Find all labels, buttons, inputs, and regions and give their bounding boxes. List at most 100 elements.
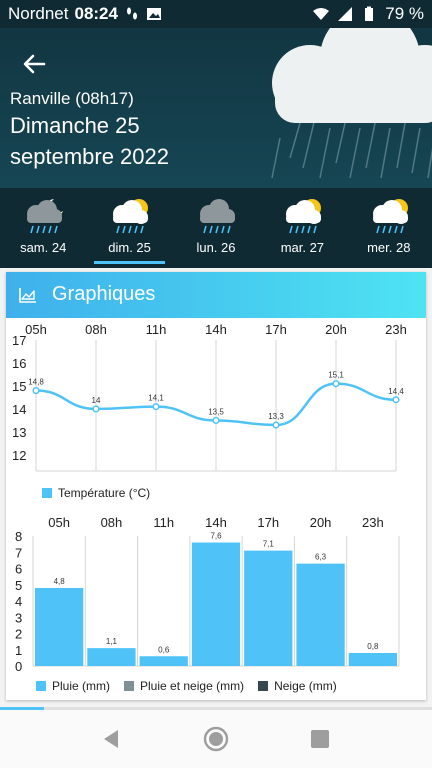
charts-card: Graphiques 05h 08h 11h 14h 17h 20h 23h 12 13 14 15… bbox=[6, 272, 426, 700]
legend-swatch-snow bbox=[258, 681, 269, 691]
rain-bar bbox=[35, 588, 84, 666]
rain-y-tick: 2 bbox=[15, 627, 22, 642]
temperature-point bbox=[332, 380, 340, 388]
rain-data-label: 7,6 bbox=[210, 532, 222, 541]
rain-y-tick: 7 bbox=[15, 545, 22, 560]
day-label: sam. 24 bbox=[20, 240, 67, 255]
rain-x-tick: 05h bbox=[48, 515, 70, 530]
rain-cloud-illustration bbox=[271, 28, 432, 179]
nav-recents-icon[interactable] bbox=[306, 725, 334, 753]
day-selector: sam. 24 dim. 25 lun. 26 mar. 27 bbox=[0, 188, 432, 268]
battery-icon bbox=[365, 6, 374, 21]
rain-y-tick: 5 bbox=[15, 578, 22, 593]
rain-y-tick: 3 bbox=[15, 610, 22, 625]
temperature-point bbox=[32, 387, 40, 395]
page-progress bbox=[0, 707, 432, 710]
nav-back-icon[interactable] bbox=[98, 725, 126, 753]
temp-x-tick: 08h bbox=[85, 322, 107, 337]
rain-data-label: 0,6 bbox=[158, 645, 170, 654]
legend-swatch-rain bbox=[36, 681, 46, 691]
signal-icon bbox=[338, 7, 353, 21]
rain-bar bbox=[296, 563, 345, 666]
temperature-data-label: 14 bbox=[92, 396, 101, 405]
rain-x-tick: 17h bbox=[257, 515, 279, 530]
legend-item-sleet: Pluie et neige (mm) bbox=[124, 679, 244, 693]
rain-bar bbox=[348, 653, 397, 666]
rain-x-tick: 20h bbox=[310, 515, 332, 530]
rain-bar bbox=[139, 656, 188, 666]
cloud-moon-rain-icon bbox=[27, 199, 63, 234]
day-label: dim. 25 bbox=[108, 240, 151, 255]
legend-item-snow: Neige (mm) bbox=[258, 679, 337, 693]
back-arrow-icon[interactable] bbox=[18, 48, 50, 80]
rain-data-label: 4,8 bbox=[54, 577, 66, 586]
temp-x-tick: 05h bbox=[25, 322, 47, 337]
temp-y-tick: 15 bbox=[12, 379, 26, 394]
rain-x-tick: 14h bbox=[205, 515, 227, 530]
carrier-name: Nordnet bbox=[8, 4, 69, 23]
legend-swatch-temperature bbox=[42, 488, 52, 498]
rain-x-tick: 08h bbox=[101, 515, 123, 530]
day-tab-lun-26[interactable]: lun. 26 bbox=[173, 188, 259, 268]
temp-x-tick: 20h bbox=[325, 322, 347, 337]
rain-y-tick: 0 bbox=[15, 659, 22, 674]
nav-home-icon[interactable] bbox=[202, 725, 230, 753]
rain-y-tick: 6 bbox=[15, 562, 22, 577]
temperature-point bbox=[92, 405, 100, 413]
day-label: mar. 27 bbox=[280, 240, 325, 255]
rain-bar bbox=[244, 550, 293, 666]
legend-label-sleet: Pluie et neige (mm) bbox=[140, 679, 245, 693]
rain-data-label: 1,1 bbox=[106, 637, 118, 646]
temp-x-tick: 11h bbox=[146, 322, 167, 337]
charts-card-title: Graphiques bbox=[52, 283, 156, 305]
temp-y-tick: 16 bbox=[12, 356, 26, 371]
day-tab-mar-27[interactable]: mar. 27 bbox=[259, 188, 345, 268]
day-label: lun. 26 bbox=[196, 240, 236, 255]
status-bar: Nordnet 08:24 79 % bbox=[0, 0, 432, 28]
temperature-point bbox=[152, 403, 160, 411]
temp-y-tick: 12 bbox=[12, 448, 26, 463]
clock: 08:24 bbox=[74, 4, 118, 23]
page-progress-fill bbox=[0, 707, 44, 710]
rain-data-label: 7,1 bbox=[263, 540, 275, 549]
temp-x-tick: 23h bbox=[385, 322, 407, 337]
temperature-point bbox=[272, 421, 280, 429]
temperature-data-label: 14,8 bbox=[28, 378, 44, 387]
temperature-data-label: 13,5 bbox=[208, 407, 224, 416]
rain-y-tick: 4 bbox=[15, 594, 22, 609]
day-tab-dim-25[interactable]: dim. 25 bbox=[86, 188, 172, 268]
system-nav-bar bbox=[0, 710, 432, 768]
cloud-sun-rain-icon bbox=[113, 199, 149, 234]
rain-y-tick: 8 bbox=[15, 529, 22, 544]
cloud-sun-rain-icon bbox=[286, 199, 322, 234]
battery-level: 79 % bbox=[385, 4, 424, 23]
temperature-legend: Température (°C) bbox=[42, 486, 150, 500]
temperature-point bbox=[212, 416, 220, 424]
location-name: Ranville (08h17) bbox=[10, 89, 134, 108]
legend-item-rain: Pluie (mm) bbox=[36, 679, 110, 693]
temperature-point bbox=[392, 396, 400, 404]
legend-label-rain: Pluie (mm) bbox=[52, 679, 111, 693]
wifi-icon bbox=[313, 8, 330, 20]
charts-card-header: Graphiques bbox=[6, 272, 426, 318]
day-tab-mer-28[interactable]: mer. 28 bbox=[346, 188, 432, 268]
temperature-data-label: 14,1 bbox=[148, 394, 164, 403]
date-line-2: septembre 2022 bbox=[10, 144, 169, 169]
temp-y-tick: 14 bbox=[12, 402, 26, 417]
rain-y-tick: 1 bbox=[15, 643, 22, 658]
temp-x-tick: 14h bbox=[205, 322, 227, 337]
rain-data-label: 0,8 bbox=[367, 642, 379, 651]
rain-bar bbox=[87, 648, 136, 666]
cloud-sun-rain-icon bbox=[372, 199, 408, 234]
day-label: mer. 28 bbox=[367, 240, 411, 255]
location-header: Ranville (08h17) Dimanche 25 septembre 2… bbox=[0, 28, 432, 188]
date-line-1: Dimanche 25 bbox=[10, 113, 140, 138]
precipitation-legend: Pluie (mm) Pluie et neige (mm) Neige (mm… bbox=[36, 679, 337, 693]
legend-label-snow: Neige (mm) bbox=[274, 679, 337, 693]
rain-data-label: 6,3 bbox=[315, 553, 327, 562]
temperature-data-label: 14,4 bbox=[388, 387, 404, 396]
day-tab-sam-24[interactable]: sam. 24 bbox=[0, 188, 86, 268]
legend-swatch-sleet bbox=[124, 681, 135, 691]
temperature-data-label: 15,1 bbox=[328, 371, 344, 380]
